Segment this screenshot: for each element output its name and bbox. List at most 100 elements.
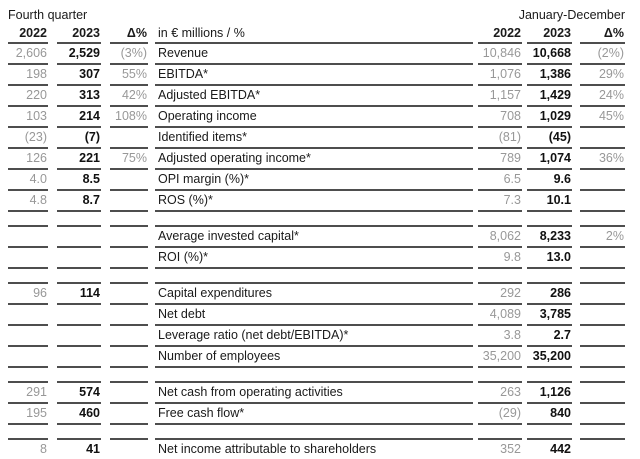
cell-q4-2022: 126 xyxy=(8,147,48,168)
cell-fy-delta xyxy=(580,324,625,345)
cell-q4-2023: 574 xyxy=(57,381,101,402)
table-row: 103 214 108% Operating income 708 1,029 … xyxy=(8,105,625,126)
cell-fy-2023: (45) xyxy=(527,126,572,147)
cell-q4-delta xyxy=(110,126,148,147)
cell-row-label: EBITDA* xyxy=(155,63,473,84)
cell-q4-delta xyxy=(110,225,148,246)
cell-fy-2023: 1,074 xyxy=(527,147,572,168)
cell-fy-delta xyxy=(580,282,625,303)
cell-row-label: Net debt xyxy=(155,303,473,324)
cell-row-label xyxy=(155,267,473,282)
cell-row-label: ROS (%)* xyxy=(155,189,473,210)
cell-fy-delta xyxy=(580,438,625,459)
table-row: ROI (%)* 9.8 13.0 xyxy=(8,246,625,267)
cell-q4-2023 xyxy=(57,345,101,366)
table-row: 4.8 8.7 ROS (%)* 7.3 10.1 xyxy=(8,189,625,210)
cell-q4-2023 xyxy=(57,225,101,246)
table-row: 4.0 8.5 OPI margin (%)* 6.5 9.6 xyxy=(8,168,625,189)
title-fourth-quarter: Fourth quarter xyxy=(8,8,88,22)
cell-fy-delta xyxy=(580,423,625,438)
table-row: 96 114 Capital expenditures 292 286 xyxy=(8,282,625,303)
cell-fy-2023: 13.0 xyxy=(527,246,572,267)
cell-fy-delta xyxy=(580,303,625,324)
cell-fy-2022 xyxy=(478,423,522,438)
cell-fy-2022: (29) xyxy=(478,402,522,423)
cell-row-label: ROI (%)* xyxy=(155,246,473,267)
table-body: 2,606 2,529 (3%) Revenue 10,846 10,668 (… xyxy=(8,42,625,459)
cell-q4-2023: 114 xyxy=(57,282,101,303)
col-header-fy-delta: Δ% xyxy=(603,26,624,40)
cell-q4-delta: 108% xyxy=(110,105,148,126)
cell-q4-delta xyxy=(110,210,148,225)
cell-q4-2023: 307 xyxy=(57,63,101,84)
cell-q4-2022 xyxy=(8,423,48,438)
cell-fy-delta xyxy=(580,210,625,225)
cell-q4-delta: (3%) xyxy=(110,42,148,63)
spacer-row xyxy=(8,210,625,225)
table-row: 291 574 Net cash from operating activiti… xyxy=(8,381,625,402)
cell-q4-2022: 4.8 xyxy=(8,189,48,210)
cell-fy-2022: 352 xyxy=(478,438,522,459)
cell-q4-delta xyxy=(110,345,148,366)
cell-fy-delta: 24% xyxy=(580,84,625,105)
cell-q4-2023: (7) xyxy=(57,126,101,147)
cell-fy-2023 xyxy=(527,210,572,225)
cell-q4-2022: (23) xyxy=(8,126,48,147)
col-header-q4-delta: Δ% xyxy=(126,26,147,40)
cell-fy-delta: 45% xyxy=(580,105,625,126)
cell-q4-2022 xyxy=(8,267,48,282)
cell-row-label: OPI margin (%)* xyxy=(155,168,473,189)
cell-row-label: Leverage ratio (net debt/EBITDA)* xyxy=(155,324,473,345)
cell-q4-2023 xyxy=(57,303,101,324)
table-row: Leverage ratio (net debt/EBITDA)* 3.8 2.… xyxy=(8,324,625,345)
cell-row-label: Number of employees xyxy=(155,345,473,366)
table-row: Average invested capital* 8,062 8,233 2% xyxy=(8,225,625,246)
cell-q4-2022: 195 xyxy=(8,402,48,423)
col-header-fy-2023: 2023 xyxy=(543,26,571,40)
cell-fy-delta: (2%) xyxy=(580,42,625,63)
cell-q4-2023: 41 xyxy=(57,438,101,459)
table-row: Net debt 4,089 3,785 xyxy=(8,303,625,324)
cell-fy-2023 xyxy=(527,423,572,438)
cell-fy-2023: 442 xyxy=(527,438,572,459)
cell-q4-delta xyxy=(110,267,148,282)
cell-fy-2023: 8,233 xyxy=(527,225,572,246)
cell-fy-2023: 1,029 xyxy=(527,105,572,126)
col-header-q4-2022: 2022 xyxy=(19,26,47,40)
spacer-row xyxy=(8,423,625,438)
cell-fy-2023: 10.1 xyxy=(527,189,572,210)
table-row: 8 41 Net income attributable to sharehol… xyxy=(8,438,625,459)
cell-row-label: Net cash from operating activities xyxy=(155,381,473,402)
cell-q4-2023 xyxy=(57,267,101,282)
col-header-fy-2022: 2022 xyxy=(493,26,521,40)
cell-fy-2022: 789 xyxy=(478,147,522,168)
cell-fy-2022: 292 xyxy=(478,282,522,303)
cell-fy-delta xyxy=(580,366,625,381)
cell-q4-delta xyxy=(110,324,148,345)
cell-q4-2022: 4.0 xyxy=(8,168,48,189)
column-header-row: 2022 2023 Δ% in € millions / % 2022 2023… xyxy=(8,24,625,42)
cell-q4-2022 xyxy=(8,345,48,366)
table-row: 220 313 42% Adjusted EBITDA* 1,157 1,429… xyxy=(8,84,625,105)
table-row: Number of employees 35,200 35,200 xyxy=(8,345,625,366)
cell-fy-2022 xyxy=(478,210,522,225)
cell-fy-2023: 3,785 xyxy=(527,303,572,324)
cell-row-label xyxy=(155,366,473,381)
cell-fy-2022: (81) xyxy=(478,126,522,147)
cell-fy-2023: 286 xyxy=(527,282,572,303)
cell-fy-2022: 708 xyxy=(478,105,522,126)
cell-fy-2022: 263 xyxy=(478,381,522,402)
cell-q4-2022: 291 xyxy=(8,381,48,402)
cell-fy-2022: 10,846 xyxy=(478,42,522,63)
cell-row-label: Average invested capital* xyxy=(155,225,473,246)
cell-fy-2022 xyxy=(478,267,522,282)
cell-fy-2022: 1,076 xyxy=(478,63,522,84)
cell-q4-2023: 8.5 xyxy=(57,168,101,189)
cell-fy-2023: 1,386 xyxy=(527,63,572,84)
cell-fy-2023 xyxy=(527,366,572,381)
cell-q4-delta xyxy=(110,402,148,423)
cell-q4-delta xyxy=(110,438,148,459)
table-row: 195 460 Free cash flow* (29) 840 xyxy=(8,402,625,423)
cell-fy-2022: 8,062 xyxy=(478,225,522,246)
cell-q4-delta: 55% xyxy=(110,63,148,84)
